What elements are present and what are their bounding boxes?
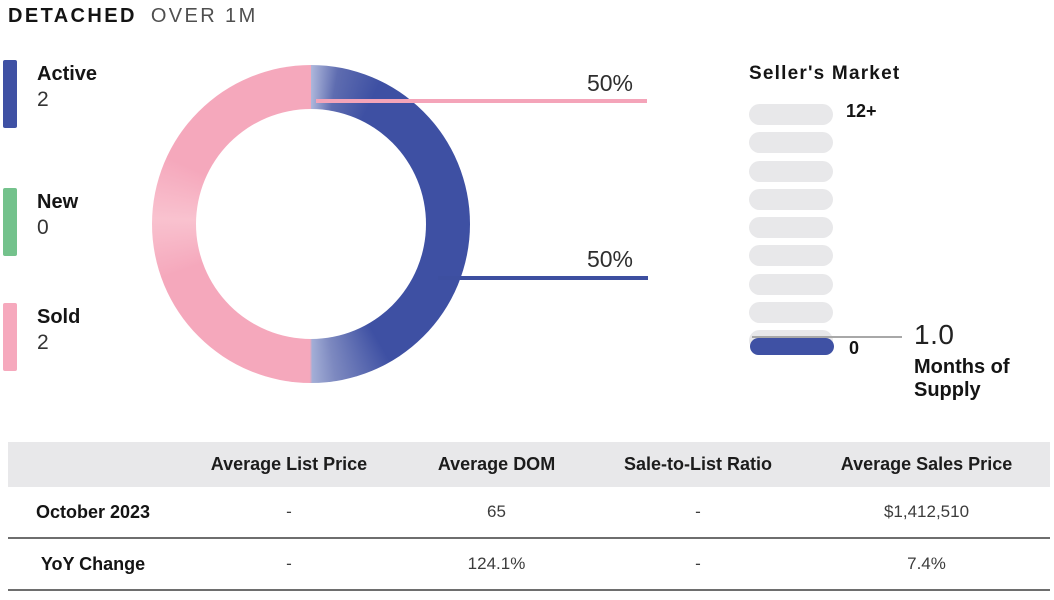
page-title-secondary: OVER 1M bbox=[150, 5, 258, 27]
table-cell: 65 bbox=[487, 502, 506, 521]
gauge-title: Seller's Market bbox=[749, 63, 901, 84]
gauge-indicator-pill bbox=[750, 338, 834, 355]
table-cell: 7.4% bbox=[907, 554, 946, 573]
leader-line-sold bbox=[316, 99, 647, 103]
legend-text-active: Active 2 bbox=[37, 62, 97, 113]
legend-value: 2 bbox=[37, 331, 49, 354]
table-row-yoy-change: YoY Change - 124.1% - 7.4% bbox=[8, 539, 1050, 591]
donut-callout-sold: 50% bbox=[586, 70, 633, 96]
legend-label: Active bbox=[37, 63, 98, 85]
table-header-cell-sale-to-list: Sale-to-List Ratio bbox=[623, 454, 772, 474]
gauge-value-label: 1.0 bbox=[914, 319, 955, 350]
table-header-cell-avg-dom: Average DOM bbox=[437, 454, 556, 474]
gauge-pill bbox=[749, 132, 833, 154]
table-header-cell-avg-sales-price: Average Sales Price bbox=[840, 454, 1013, 474]
donut-callout-active: 50% bbox=[586, 246, 633, 272]
gauge-max-label: 12+ bbox=[846, 101, 877, 121]
table-row-october-2023: October 2023 - 65 - $1,412,510 bbox=[8, 487, 1050, 539]
legend-value: 2 bbox=[37, 88, 49, 111]
table-cell: - bbox=[286, 554, 292, 573]
gauge-value-line bbox=[752, 336, 902, 338]
legend-label: New bbox=[37, 191, 79, 213]
gauge-pill bbox=[749, 245, 833, 267]
gauge-unit-line1: Months of bbox=[914, 356, 1010, 378]
table-cell: 124.1% bbox=[467, 554, 526, 573]
table-header-row: Average List Price Average DOM Sale-to-L… bbox=[8, 442, 1050, 487]
gauge-pill bbox=[749, 188, 833, 210]
table-cell: - bbox=[286, 502, 292, 521]
gauge-unit-label: Months of Supply bbox=[914, 356, 1034, 402]
legend-text-sold: Sold 2 bbox=[37, 305, 80, 356]
page-title: DETACHED OVER 1M bbox=[8, 5, 258, 28]
gauge-pill bbox=[749, 217, 833, 239]
leader-line-active bbox=[438, 276, 648, 280]
gauge-pill bbox=[749, 160, 833, 182]
table-header-cell-avg-list-price: Average List Price bbox=[210, 454, 368, 474]
legend-value: 0 bbox=[37, 216, 49, 239]
table-cell: $1,412,510 bbox=[883, 502, 970, 521]
gauge-pill bbox=[749, 104, 833, 125]
page-title-primary: DETACHED bbox=[8, 5, 137, 27]
gauge-pill-column bbox=[749, 104, 833, 352]
donut-hole bbox=[196, 109, 426, 339]
table-row-label: October 2023 bbox=[35, 501, 151, 522]
legend-swatch-new bbox=[3, 188, 17, 256]
table-cell: - bbox=[695, 554, 701, 573]
legend-swatch-active bbox=[3, 60, 17, 128]
gauge-pill bbox=[749, 302, 833, 324]
table-cell: - bbox=[695, 502, 701, 521]
legend-label: Sold bbox=[37, 306, 81, 328]
donut-chart bbox=[152, 65, 470, 383]
stats-table: Average List Price Average DOM Sale-to-L… bbox=[8, 442, 1050, 591]
gauge-min-label: 0 bbox=[849, 338, 860, 358]
gauge-pill bbox=[749, 273, 833, 295]
legend-text-new: New 0 bbox=[37, 190, 78, 241]
gauge-unit-line2: Supply bbox=[914, 379, 981, 401]
table-row-label: YoY Change bbox=[40, 553, 146, 574]
legend-swatch-sold bbox=[3, 303, 17, 371]
